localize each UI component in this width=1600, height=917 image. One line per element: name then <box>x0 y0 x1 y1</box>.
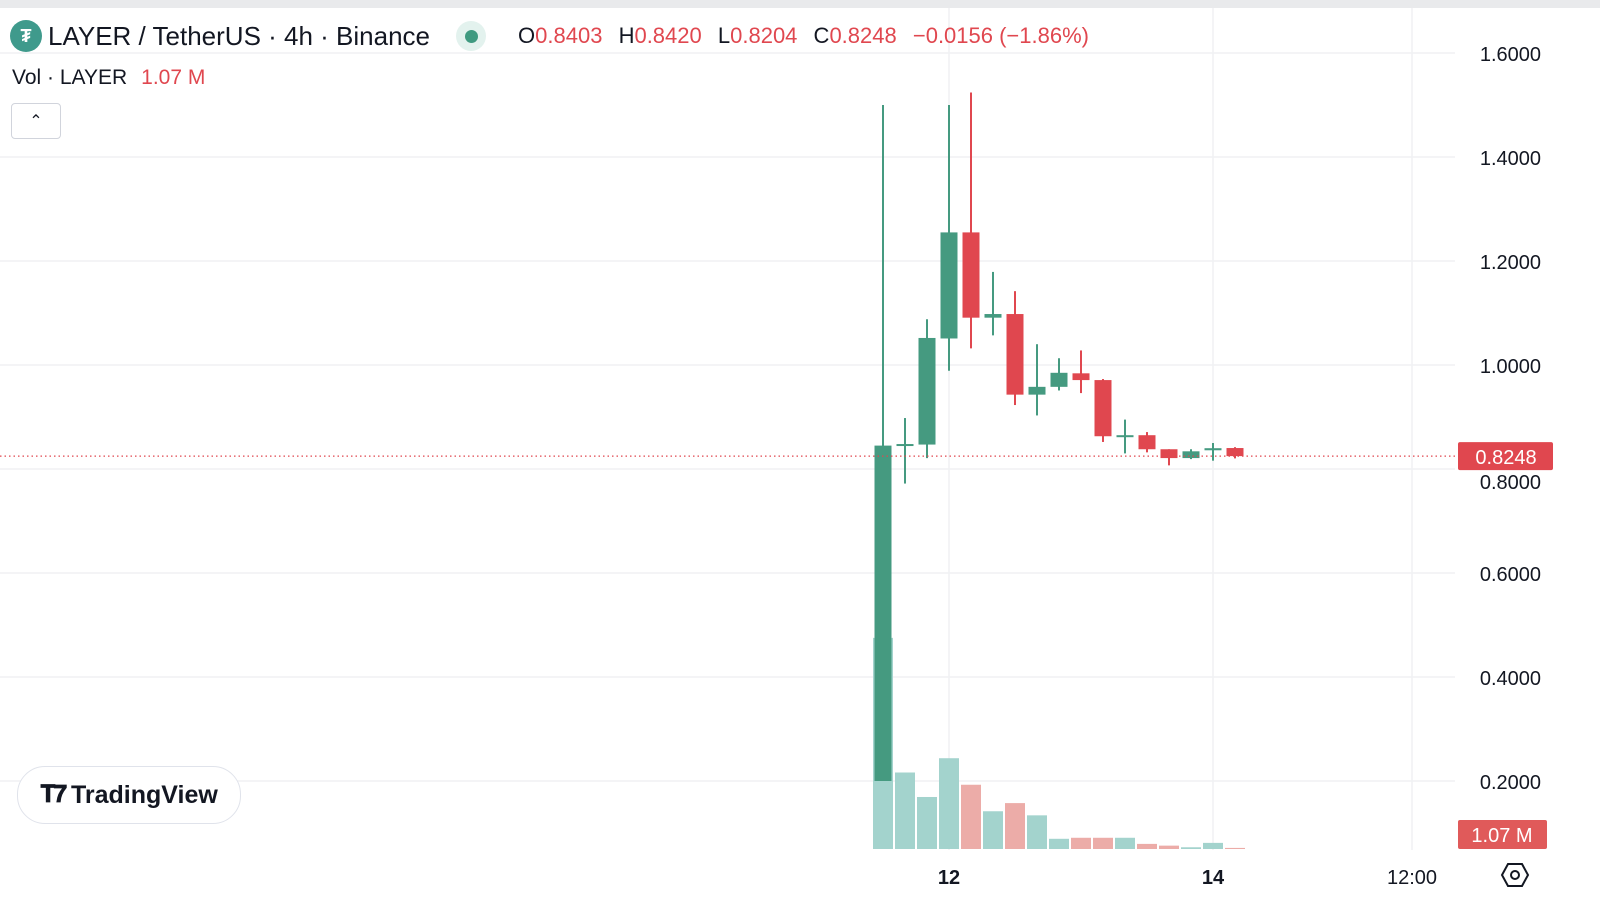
y-tick-label: 0.2000 <box>1480 772 1541 794</box>
volume-bar <box>1093 837 1113 849</box>
open-label: O <box>518 23 536 48</box>
y-tick-label: 1.0000 <box>1480 356 1541 378</box>
volume-bar <box>1115 837 1135 849</box>
settings-icon[interactable] <box>1500 860 1530 890</box>
x-tick-label: 12:00 <box>1387 867 1437 889</box>
candle-body <box>940 232 958 339</box>
candle-body <box>1160 449 1178 459</box>
candle-body <box>1094 380 1112 437</box>
volume-legend[interactable]: Vol · LAYER 1.07 M <box>12 66 205 90</box>
candle-body <box>984 314 1002 318</box>
open-value: 0.8403 <box>535 23 603 48</box>
volume-bar <box>1159 845 1179 849</box>
volume-bar <box>917 796 937 849</box>
candle-body <box>1050 372 1068 387</box>
volume-bar <box>1071 837 1091 849</box>
candle <box>1204 443 1222 461</box>
x-tick-label: 14 <box>1202 867 1225 889</box>
candle <box>1226 447 1244 459</box>
volume-bar <box>983 811 1003 849</box>
volume-bar <box>961 784 981 849</box>
volume-bar <box>1027 815 1047 849</box>
last-price-label: 0.8248 <box>1475 447 1536 469</box>
volume-bar <box>1203 842 1223 849</box>
change-value: −0.0156 (−1.86%) <box>912 23 1089 48</box>
low-label: L <box>717 23 731 48</box>
collapse-legend-button[interactable]: ⌃ <box>11 103 61 139</box>
candle <box>1182 449 1200 460</box>
tradingview-logo[interactable]: 𝐓𝟕 TradingView <box>17 766 241 824</box>
candle <box>874 105 892 781</box>
candle <box>1094 379 1112 442</box>
close-value: 0.8248 <box>829 23 897 48</box>
candle <box>1116 419 1134 454</box>
candle <box>918 319 936 459</box>
last-volume-tag <box>1458 820 1547 849</box>
brand-name: TradingView <box>71 780 218 809</box>
high-value: 0.8420 <box>634 23 702 48</box>
volume-label: Vol · LAYER <box>12 66 128 89</box>
x-tick-label: 12 <box>938 867 960 889</box>
candle <box>896 418 914 484</box>
volume-bar <box>1049 838 1069 849</box>
y-tick-label: 0.4000 <box>1480 668 1541 690</box>
candle-body <box>1226 448 1244 457</box>
top-border <box>0 0 1600 8</box>
ohlc-values: O0.8403 H0.8420 L0.8204 C0.8248 −0.0156 … <box>508 23 1089 49</box>
candle <box>1138 432 1156 453</box>
market-status-icon[interactable] <box>456 21 487 51</box>
last-price-tag <box>1458 442 1553 471</box>
candle-body <box>1138 435 1156 450</box>
y-tick-label: 0.8000 <box>1480 472 1541 494</box>
candle-body <box>962 232 980 318</box>
y-tick-label: 0.6000 <box>1480 564 1541 586</box>
candle-body <box>918 337 936 445</box>
low-value: 0.8204 <box>730 23 798 48</box>
candle <box>1072 350 1090 394</box>
tether-logo-icon: ₮ <box>10 20 42 52</box>
last-volume-label: 1.07 M <box>1471 825 1532 847</box>
candle <box>1160 449 1178 466</box>
symbol-legend: ₮ LAYER / TetherUS · 4h · Binance O0.840… <box>10 20 1089 52</box>
candle <box>962 92 980 349</box>
candle-body <box>874 445 892 781</box>
y-tick-label: 1.6000 <box>1480 44 1541 66</box>
candle <box>984 271 1002 336</box>
volume-bar <box>1005 803 1025 849</box>
close-label: C <box>813 23 830 48</box>
high-label: H <box>618 23 635 48</box>
volume-bar <box>1181 847 1201 849</box>
candle-body <box>1204 448 1222 451</box>
y-tick-label: 1.4000 <box>1480 148 1541 170</box>
candle <box>1050 358 1068 391</box>
candle-body <box>1116 435 1134 438</box>
y-tick-label: 1.2000 <box>1480 252 1541 274</box>
volume-bar <box>895 772 915 849</box>
symbol-title[interactable]: LAYER / TetherUS · 4h · Binance <box>48 20 431 51</box>
volume-value: 1.07 M <box>141 66 206 89</box>
candle <box>1006 291 1024 406</box>
candle-body <box>1182 451 1200 459</box>
candle-body <box>1028 386 1046 395</box>
volume-bar <box>939 758 959 849</box>
tradingview-mark-icon: 𝐓𝟕 <box>40 781 67 808</box>
candle-body <box>1072 373 1090 381</box>
candle-body <box>1006 314 1024 395</box>
volume-bar <box>1137 843 1157 849</box>
candle <box>940 105 958 371</box>
candle <box>1028 344 1046 416</box>
chevron-up-icon: ⌃ <box>29 113 43 130</box>
candle-body <box>896 444 914 447</box>
volume-bar <box>1225 847 1245 849</box>
